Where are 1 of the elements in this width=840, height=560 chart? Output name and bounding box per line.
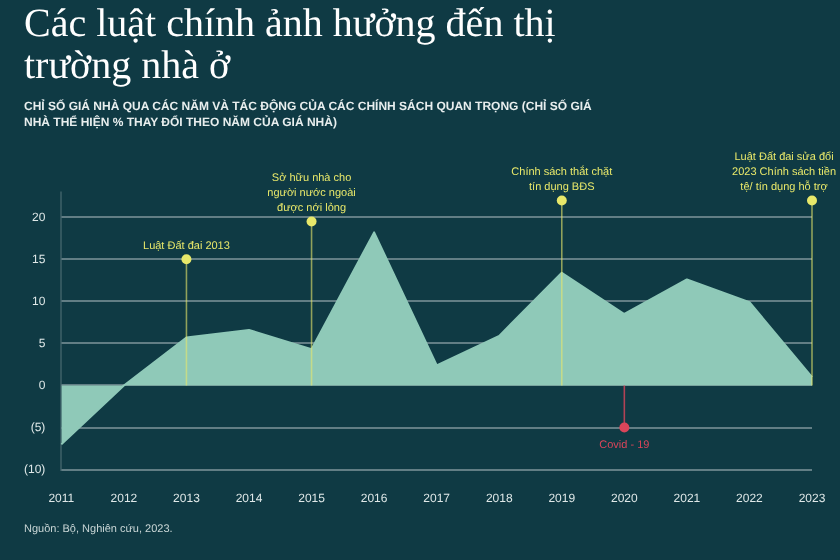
- chart-title: Các luật chính ảnh hưởng đến thị trường nhà ở: [24, 2, 558, 88]
